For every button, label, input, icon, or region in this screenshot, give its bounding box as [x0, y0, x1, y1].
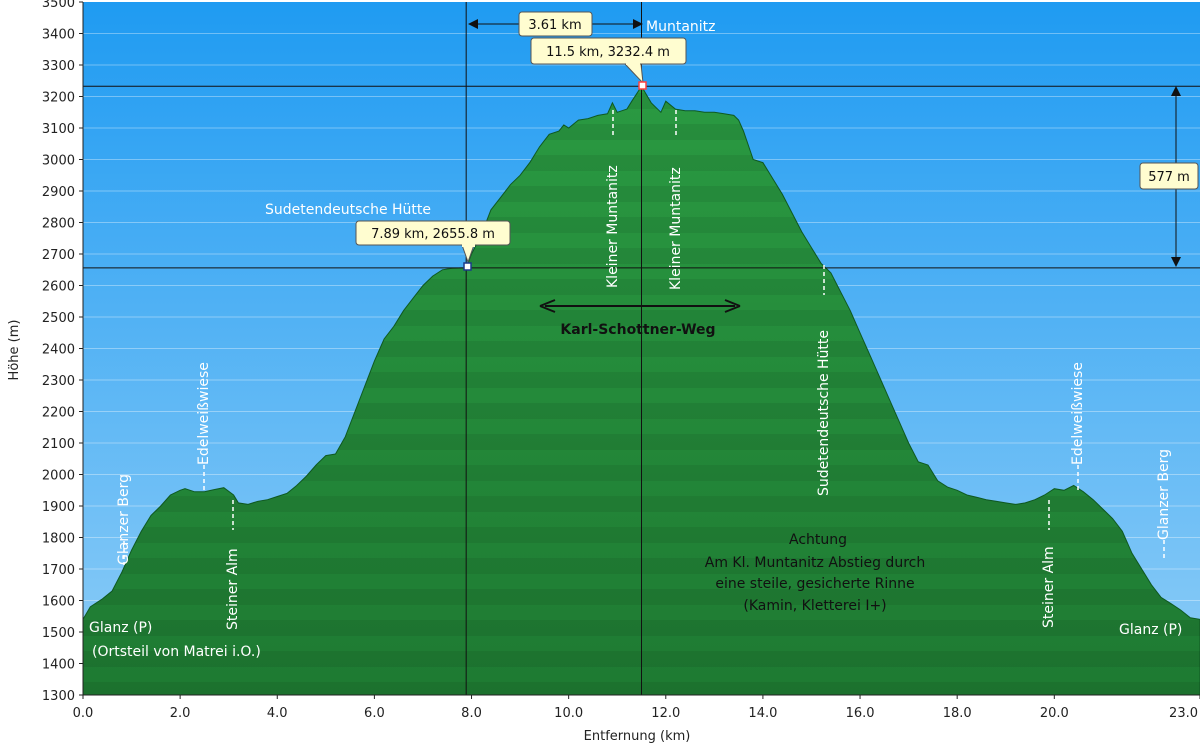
marker-hut-point	[463, 262, 472, 271]
x-tick-label: 0.0	[73, 706, 94, 721]
y-tick-label: 2400	[42, 343, 75, 358]
achtung-line-1: Achtung	[789, 532, 847, 548]
x-tick-label: 23.0	[1169, 706, 1198, 721]
y-tick-label: 1600	[42, 595, 75, 610]
y-tick-label: 2600	[42, 280, 75, 295]
place-label-vertical: Steiner Alm	[225, 548, 241, 630]
marker-hut: 7.89 km, 2655.8 m	[355, 220, 511, 271]
x-tick-label: 12.0	[651, 706, 680, 721]
y-tick-label: 2300	[42, 374, 75, 389]
y-tick-label: 1400	[42, 658, 75, 673]
y-tick-label: 3300	[42, 59, 75, 74]
achtung-line-3: eine steile, gesicherte Rinne	[715, 576, 914, 592]
achtung-line-4: (Kamin, Kletterei I+)	[743, 598, 886, 614]
y-tick-label: 1300	[42, 689, 75, 704]
place-label-vertical: Edelweißwiese	[1070, 362, 1086, 465]
x-tick-label: 16.0	[846, 706, 875, 721]
x-axis-title: Entfernung (km)	[584, 729, 691, 744]
marker-hut-label: 7.89 km, 2655.8 m	[371, 227, 495, 242]
weg-double-arrow	[539, 299, 741, 313]
height-diff-box	[1139, 162, 1199, 190]
y-tick-label: 2900	[42, 185, 75, 200]
x-tick-label: 18.0	[943, 706, 972, 721]
height-diff-value: 577 m	[1148, 170, 1190, 185]
place-label-vertical: Glanzer Berg	[116, 474, 132, 565]
distance-value: 3.61 km	[528, 18, 581, 33]
x-tick-label: 10.0	[554, 706, 583, 721]
place-label-vertical: Steiner Alm	[1041, 546, 1057, 628]
x-tick-label: 20.0	[1040, 706, 1069, 721]
marker-hut-box	[355, 220, 511, 246]
glanz-right-label: Glanz (P)	[1119, 622, 1182, 638]
y-tick-label: 1500	[42, 626, 75, 641]
y-tick-label: 3100	[42, 122, 75, 137]
y-tick-label: 2700	[42, 248, 75, 263]
y-axis-title: Höhe (m)	[7, 320, 22, 381]
x-tick-label: 8.0	[461, 706, 482, 721]
marker-summit-label: 11.5 km, 3232.4 m	[546, 45, 670, 60]
ortsteil-label: (Ortsteil von Matrei i.O.)	[92, 644, 261, 660]
place-label-vertical: Kleiner Muntanitz	[668, 167, 684, 290]
achtung-line-2: Am Kl. Muntanitz Abstieg durch	[705, 555, 925, 571]
vertical-place-labels: Glanzer Berg Edelweißwiese Steiner Alm Klei…	[116, 110, 1172, 630]
y-tick-label: 2500	[42, 311, 75, 326]
distance-measure: 3.61 km	[468, 11, 643, 37]
x-tick-label: 2.0	[170, 706, 191, 721]
y-tick-label: 3500	[42, 0, 75, 11]
place-label-vertical: Glanzer Berg	[1156, 449, 1172, 540]
y-tick-label: 2100	[42, 437, 75, 452]
x-tick-label: 4.0	[267, 706, 288, 721]
place-label-vertical: Kleiner Muntanitz	[605, 165, 621, 288]
y-tick-label: 3400	[42, 28, 75, 43]
glanz-left-label: Glanz (P)	[89, 620, 152, 636]
marker-summit-point	[638, 81, 647, 90]
y-tick-label: 1800	[42, 532, 75, 547]
height-diff-measure: 577 m	[1139, 86, 1199, 267]
place-label-vertical: Edelweißwiese	[196, 362, 212, 465]
marker-summit: 11.5 km, 3232.4 m	[530, 37, 687, 90]
axis-ticks: 1300 1400 1500 1600 1700 1800 1900 2000 2100 2200…	[42, 0, 1200, 721]
y-tick-label: 2800	[42, 217, 75, 232]
y-tick-label: 2200	[42, 406, 75, 421]
x-tick-label: 14.0	[748, 706, 777, 721]
place-label-vertical: Sudetendeutsche Hütte	[816, 330, 832, 496]
weg-label: Karl-Schottner-Weg	[560, 322, 715, 338]
y-tick-label: 2000	[42, 469, 75, 484]
y-tick-label: 1700	[42, 563, 75, 578]
muntanitz-label: Muntanitz	[646, 19, 716, 35]
x-tick-label: 6.0	[364, 706, 385, 721]
y-tick-label: 3000	[42, 154, 75, 169]
distance-box	[518, 11, 593, 37]
y-tick-label: 1900	[42, 500, 75, 515]
y-tick-label: 3200	[42, 91, 75, 106]
sudeten-label: Sudetendeutsche Hütte	[265, 202, 431, 218]
marker-summit-box	[530, 37, 687, 65]
